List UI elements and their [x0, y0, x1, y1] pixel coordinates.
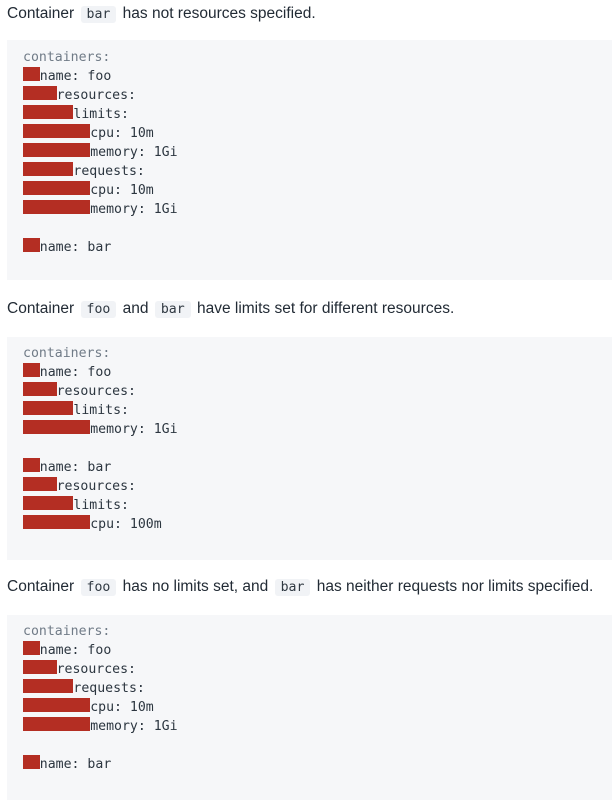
code-text: memory: 1Gi	[90, 202, 178, 217]
indent-highlight	[23, 660, 57, 674]
code-line: limits:	[23, 105, 129, 124]
text-segment: Container	[7, 578, 79, 595]
text-segment: has not resources specified.	[118, 5, 316, 22]
code-text: resources:	[56, 88, 136, 103]
code-line: containers:	[23, 622, 110, 641]
indent-highlight	[23, 717, 91, 731]
code-line: limits:	[23, 496, 129, 515]
text-segment: Container	[7, 5, 79, 22]
code-line: resources:	[23, 86, 136, 105]
code-line: name: foo	[23, 67, 111, 86]
code-line: cpu: 10m	[23, 124, 154, 143]
indent-highlight	[23, 382, 57, 396]
code-text: cpu: 100m	[90, 517, 162, 532]
code-text: containers:	[23, 50, 111, 65]
code-text: memory: 1Gi	[90, 422, 178, 437]
code-line: cpu: 10m	[23, 698, 154, 717]
code-line: name: bar	[23, 238, 111, 257]
code-text: containers:	[23, 346, 111, 361]
code-line: resources:	[23, 660, 136, 679]
text-segment: has neither requests nor limits specifie…	[312, 578, 594, 595]
code-line: limits:	[23, 401, 129, 420]
inline-code: bar	[274, 579, 311, 596]
indent-highlight	[23, 641, 40, 655]
code-text: cpu: 10m	[90, 126, 154, 141]
indent-highlight	[23, 496, 74, 510]
indent-highlight	[23, 86, 57, 100]
indent-highlight	[23, 238, 40, 252]
indent-highlight	[23, 477, 57, 491]
indent-highlight	[23, 200, 91, 214]
code-text: containers:	[23, 624, 111, 639]
code-text: name: foo	[39, 643, 112, 658]
code-line: resources:	[23, 477, 136, 496]
indent-highlight	[23, 755, 40, 769]
code-line: cpu: 10m	[23, 181, 154, 200]
indent-highlight	[23, 67, 40, 81]
indent-highlight	[23, 420, 91, 434]
text-segment: Container	[7, 300, 79, 317]
code-block: containers: name: foo resources: limits: mem…	[7, 337, 612, 560]
indent-highlight	[23, 679, 74, 693]
description-text: Container bar has not resources specifie…	[7, 4, 316, 25]
code-text: cpu: 10m	[90, 700, 154, 715]
code-line: resources:	[23, 382, 136, 401]
inline-code: bar	[80, 6, 117, 23]
code-text: name: bar	[39, 240, 112, 255]
indent-highlight	[23, 162, 74, 176]
indent-highlight	[23, 401, 74, 415]
code-line: cpu: 100m	[23, 515, 162, 534]
code-line: requests:	[23, 162, 145, 181]
code-text: name: bar	[39, 460, 112, 475]
inline-code: foo	[80, 301, 117, 318]
indent-highlight	[23, 105, 74, 119]
code-text: limits:	[73, 403, 129, 418]
indent-highlight	[23, 458, 40, 472]
text-segment: has no limits set, and	[118, 578, 273, 595]
text-segment: have limits set for different resources.	[192, 300, 455, 317]
code-text: requests:	[73, 681, 145, 696]
code-text: limits:	[73, 107, 129, 122]
code-text: cpu: 10m	[90, 183, 154, 198]
code-line: name: foo	[23, 363, 111, 382]
indent-highlight	[23, 515, 91, 529]
indent-highlight	[23, 181, 91, 195]
code-text: memory: 1Gi	[90, 719, 178, 734]
code-block: containers: name: foo resources: limits: cpu…	[7, 40, 612, 280]
code-text: name: foo	[39, 365, 112, 380]
code-line: name: bar	[23, 458, 111, 477]
code-text: name: foo	[39, 69, 112, 84]
inline-code: foo	[80, 579, 117, 596]
code-line: memory: 1Gi	[23, 200, 178, 219]
code-text: limits:	[73, 498, 129, 513]
inline-code: bar	[154, 301, 191, 318]
indent-highlight	[23, 363, 40, 377]
indent-highlight	[23, 698, 91, 712]
description-text: Container foo has no limits set, and bar…	[7, 577, 593, 598]
code-text: requests:	[73, 164, 145, 179]
code-line: memory: 1Gi	[23, 143, 178, 162]
code-line: memory: 1Gi	[23, 420, 178, 439]
code-text: name: bar	[39, 757, 112, 772]
code-line: name: foo	[23, 641, 111, 660]
code-line: containers:	[23, 48, 110, 67]
code-line: requests:	[23, 679, 145, 698]
code-text: memory: 1Gi	[90, 145, 178, 160]
indent-highlight	[23, 143, 91, 157]
code-line: name: bar	[23, 755, 111, 774]
code-text: resources:	[56, 384, 136, 399]
code-text: resources:	[56, 662, 136, 677]
description-text: Container foo and bar have limits set fo…	[7, 299, 454, 320]
code-line: containers:	[23, 344, 110, 363]
indent-highlight	[23, 124, 91, 138]
code-block: containers: name: foo resources: requests: c…	[7, 615, 612, 800]
code-text: resources:	[56, 479, 136, 494]
text-segment: and	[118, 300, 153, 317]
code-line: memory: 1Gi	[23, 717, 178, 736]
